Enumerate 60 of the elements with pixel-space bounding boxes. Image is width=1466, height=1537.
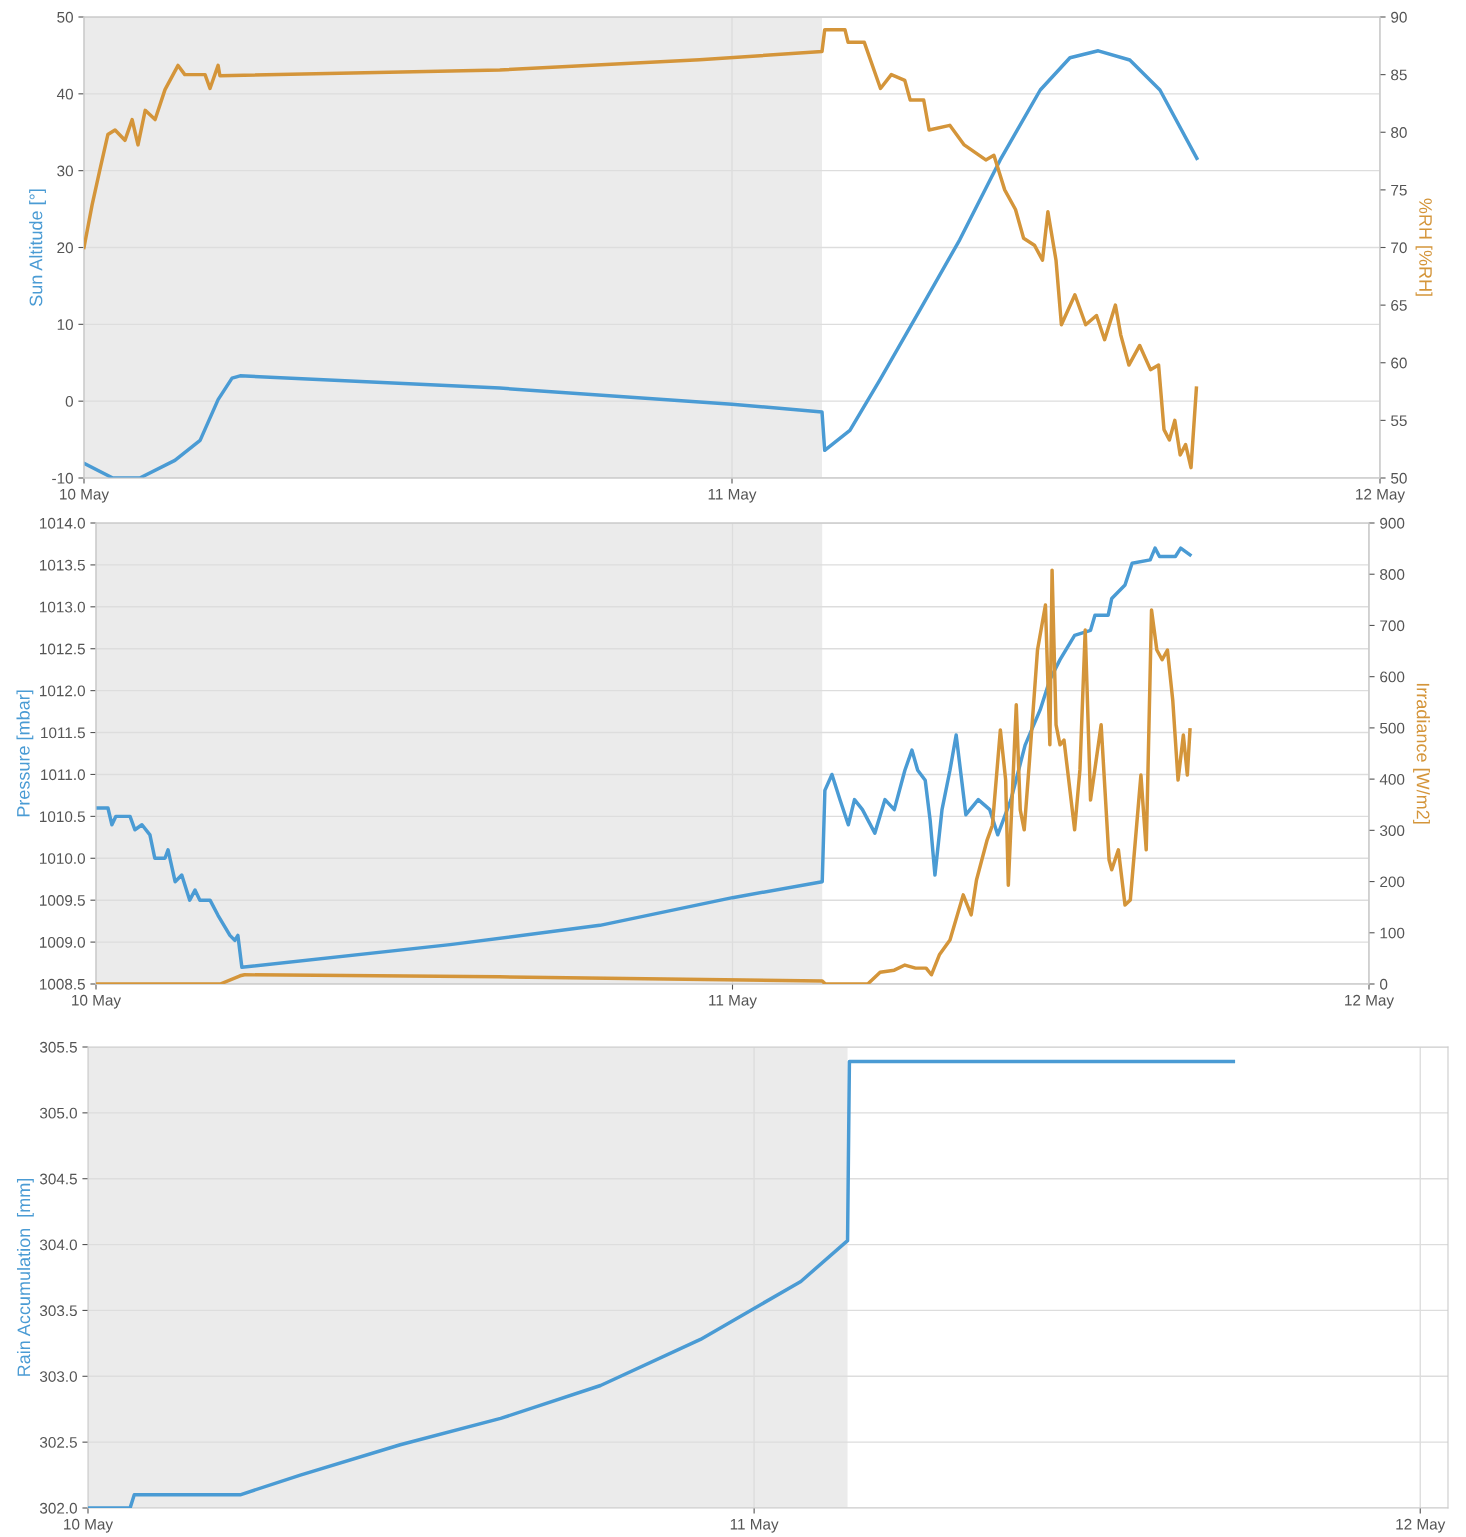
y-tick-label: -10 bbox=[52, 472, 73, 484]
x-tick-label: 11 May bbox=[709, 994, 757, 1009]
y2-tick-label: 100 bbox=[1380, 927, 1405, 939]
y2-tick-label: 600 bbox=[1380, 671, 1405, 683]
y-tick-label: 1011.5 bbox=[41, 727, 85, 739]
y-tick-label: 1013.0 bbox=[40, 601, 85, 613]
y2-tick-label: 800 bbox=[1380, 569, 1405, 580]
y2-tick-label: 900 bbox=[1380, 517, 1405, 529]
y2-tick-label: 300 bbox=[1380, 825, 1405, 837]
y2-axis-title: Irradiance [W/m2] bbox=[1413, 683, 1430, 824]
y2-tick-label: 400 bbox=[1379, 773, 1405, 785]
x-tick-label: 12 May bbox=[1356, 488, 1406, 503]
x-tick-label: 11 May bbox=[730, 1518, 779, 1533]
y2-tick-label: 50 bbox=[1391, 472, 1407, 484]
y-tick-label: 0 bbox=[65, 396, 73, 407]
y2-tick-label: 90 bbox=[1391, 11, 1407, 23]
y-tick-label: 304.0 bbox=[39, 1239, 77, 1251]
y-tick-label: 1013.5 bbox=[40, 559, 85, 571]
y-tick-label: 1012.5 bbox=[40, 643, 85, 655]
y-tick-label: 303.5 bbox=[39, 1305, 77, 1317]
x-tick-label: 12 May bbox=[1345, 994, 1395, 1009]
y-axis-title: Pressure [mbar] bbox=[16, 690, 34, 817]
y2-tick-label: 65 bbox=[1391, 299, 1407, 311]
y-axis-title: Rain Accumulation [mm] bbox=[16, 1178, 34, 1376]
y2-tick-label: 60 bbox=[1391, 357, 1407, 369]
y2-tick-label: 70 bbox=[1391, 242, 1407, 254]
y2-tick-label: 200 bbox=[1380, 876, 1405, 888]
y2-tick-label: 500 bbox=[1380, 722, 1405, 734]
y-tick-label: 40 bbox=[56, 88, 73, 100]
y2-tick-label: 80 bbox=[1391, 127, 1407, 138]
y-tick-label: 1014.0 bbox=[40, 517, 85, 529]
y2-tick-label: 55 bbox=[1391, 415, 1407, 427]
y2-tick-label: 0 bbox=[1380, 978, 1388, 990]
y-tick-label: 302.5 bbox=[39, 1437, 77, 1448]
y-tick-label: 303.0 bbox=[39, 1371, 77, 1382]
y-tick-label: 1012.0 bbox=[40, 685, 85, 697]
y-tick-label: 1011.0 bbox=[41, 769, 85, 781]
y-tick-label: 1009.5 bbox=[40, 895, 85, 906]
y2-tick-label: 85 bbox=[1391, 69, 1407, 81]
y-tick-label: 30 bbox=[57, 165, 73, 177]
y-tick-label: 305.0 bbox=[39, 1107, 77, 1119]
y-tick-label: 1008.5 bbox=[40, 978, 85, 990]
y2-axis-title: %RH [%RH] bbox=[1415, 198, 1433, 296]
y-tick-label: 304.5 bbox=[39, 1173, 77, 1185]
y-tick-label: 1010.5 bbox=[40, 811, 85, 823]
x-tick-label: 12 May bbox=[1396, 1518, 1446, 1533]
y2-tick-label: 700 bbox=[1380, 620, 1405, 632]
x-tick-label: 11 May bbox=[708, 488, 757, 503]
y-axis-title: Sun Altitude [°] bbox=[29, 189, 46, 306]
x-tick-label: 10 May bbox=[60, 488, 110, 503]
y-tick-label: 1010.0 bbox=[40, 853, 85, 864]
y-tick-label: 1009.0 bbox=[40, 936, 85, 948]
x-tick-label: 10 May bbox=[72, 994, 122, 1009]
y-tick-label: 10 bbox=[57, 319, 73, 331]
y-tick-label: 50 bbox=[57, 11, 73, 23]
y2-tick-label: 75 bbox=[1391, 184, 1407, 196]
y-tick-label: 20 bbox=[57, 242, 73, 254]
x-tick-label: 10 May bbox=[64, 1518, 114, 1533]
y-tick-label: 302.0 bbox=[39, 1502, 77, 1514]
y-tick-label: 305.5 bbox=[39, 1041, 77, 1053]
